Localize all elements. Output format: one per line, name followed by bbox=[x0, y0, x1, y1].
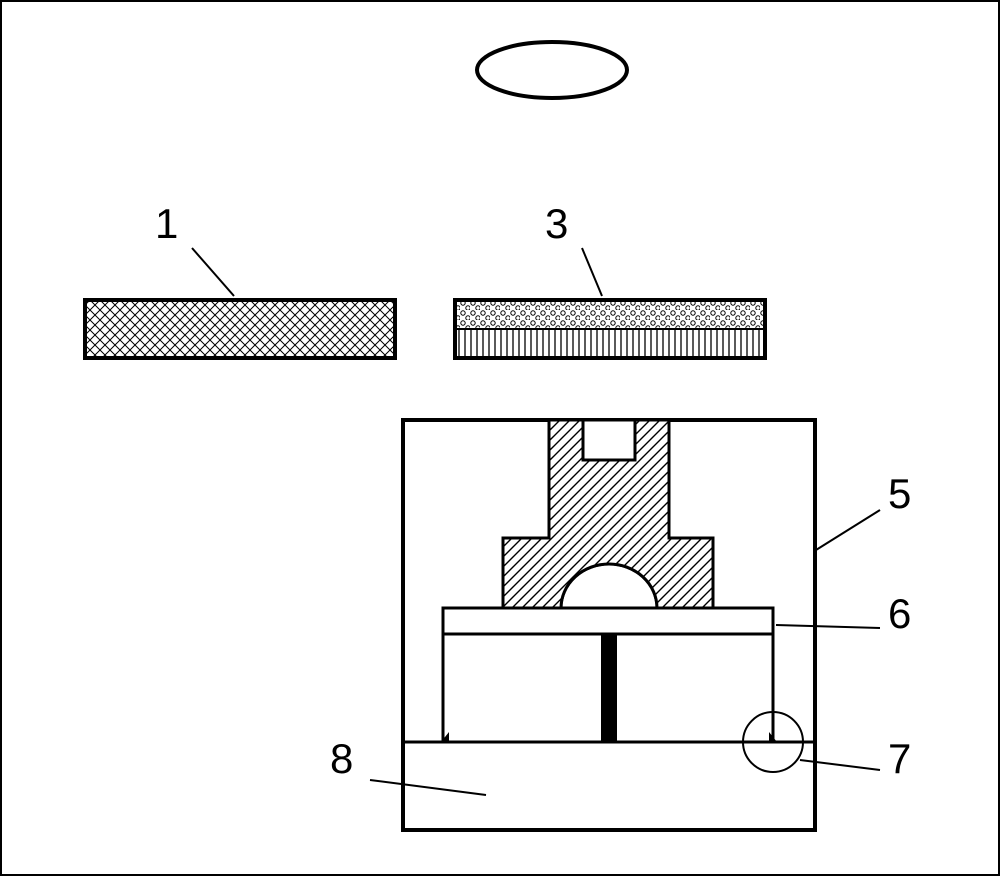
diagram-canvas: 1 3 5 6 7 8 bbox=[0, 0, 1000, 876]
part-3-bar bbox=[455, 300, 765, 358]
top-ellipse bbox=[477, 42, 627, 98]
part-6-plate bbox=[443, 608, 773, 634]
label-3: 3 bbox=[545, 200, 568, 248]
label-5: 5 bbox=[888, 470, 911, 518]
label-7: 7 bbox=[888, 735, 911, 783]
label-6: 6 bbox=[888, 590, 911, 638]
lower-box bbox=[443, 634, 773, 742]
part-1-bar bbox=[85, 300, 395, 358]
label-1: 1 bbox=[155, 200, 178, 248]
label-8: 8 bbox=[330, 735, 353, 783]
center-divider bbox=[601, 634, 617, 742]
diagram-svg bbox=[0, 0, 1000, 876]
